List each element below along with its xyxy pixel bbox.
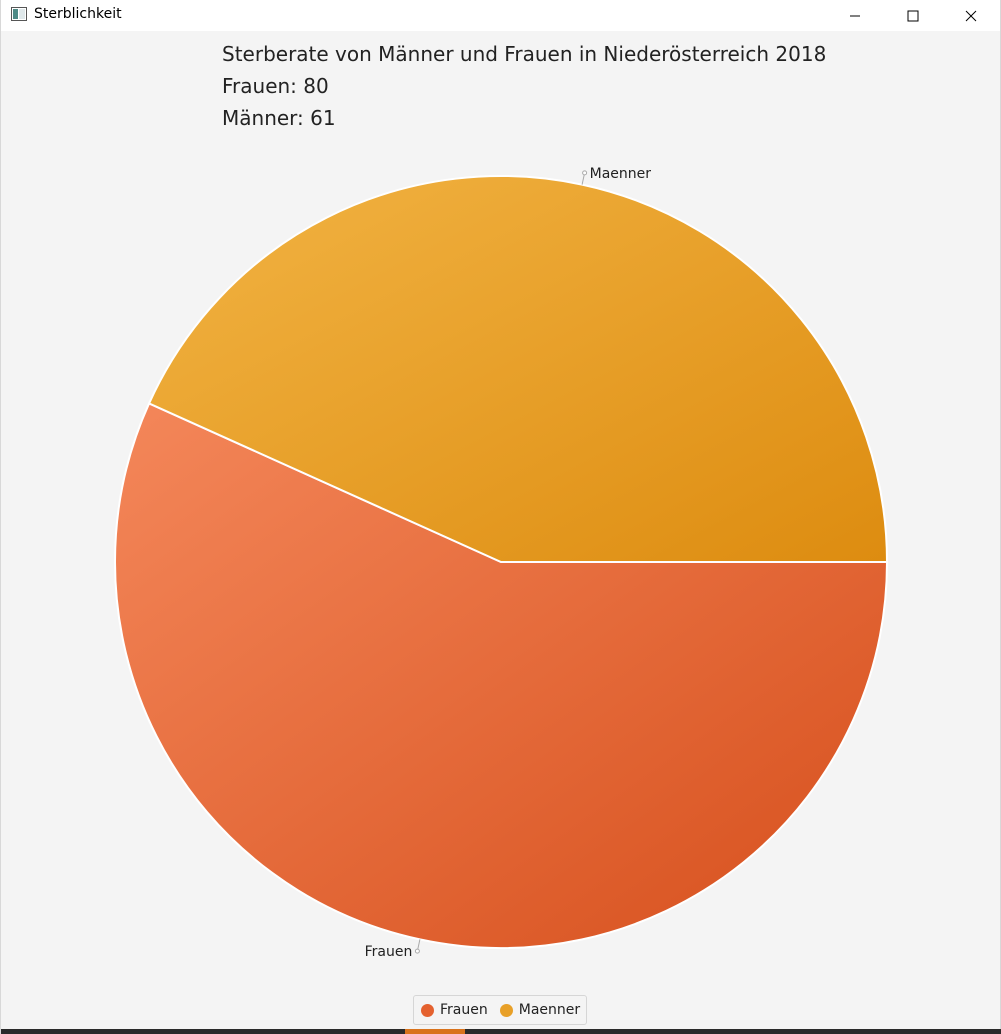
legend-swatch-frauen xyxy=(421,1003,434,1017)
pie-slice-frauen xyxy=(114,402,889,949)
legend-item-maenner: Maenner xyxy=(499,1002,581,1018)
minimize-button[interactable] xyxy=(826,0,884,31)
minimize-icon xyxy=(850,15,860,16)
title-bar[interactable]: Sterblichkeit xyxy=(1,0,1000,31)
app-icon xyxy=(11,7,27,21)
legend-label-maenner: Maenner xyxy=(518,1002,581,1018)
legend-swatch-maenner xyxy=(499,1003,513,1017)
maximize-icon xyxy=(907,10,919,21)
window-title: Sterblichkeit xyxy=(34,6,122,22)
maximize-button[interactable] xyxy=(884,0,942,31)
leader-dot-maenner xyxy=(582,170,588,176)
chart-legend: Frauen Maenner xyxy=(413,995,587,1025)
taskbar-strip xyxy=(1,1029,1001,1034)
pie-chart: Frauen Maenner xyxy=(114,166,889,960)
maenner-count-text: Männer: 61 xyxy=(222,106,336,130)
legend-item-frauen: Frauen xyxy=(421,1002,488,1018)
close-button[interactable] xyxy=(942,0,1000,31)
taskbar-active-item xyxy=(405,1029,465,1034)
chart-title: Sterberate von Männer und Frauen in Nied… xyxy=(222,42,827,66)
chart-header: Sterberate von Männer und Frauen in Nied… xyxy=(222,38,826,134)
slice-label-maenner: Maenner xyxy=(590,166,652,182)
pie-slice-maenner xyxy=(147,175,889,563)
leader-dot-frauen xyxy=(414,948,420,954)
legend-label-frauen: Frauen xyxy=(440,1002,488,1018)
frauen-count-text: Frauen: 80 xyxy=(222,74,329,98)
slice-label-frauen: Frauen xyxy=(365,944,413,960)
close-icon xyxy=(965,10,977,21)
